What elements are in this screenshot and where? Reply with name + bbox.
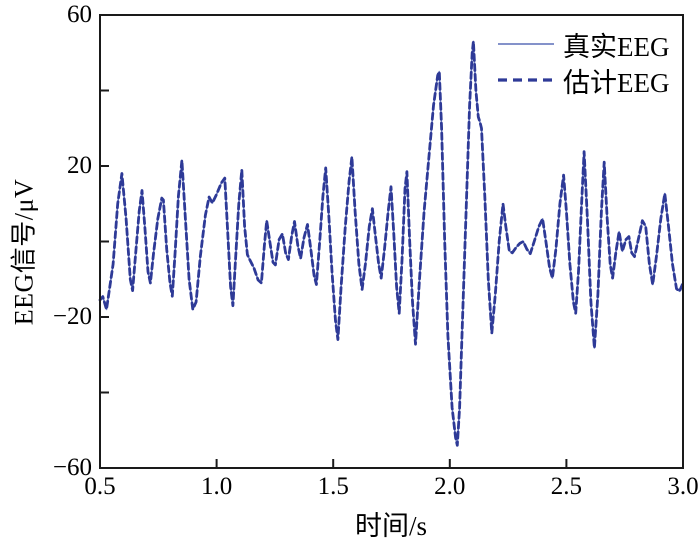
plot-frame: [99, 14, 684, 469]
legend-item-real-eeg: 真实EEG: [497, 27, 670, 62]
legend-label-real-eeg: 真实EEG: [563, 31, 670, 62]
y-tick-label-neg60: −60: [52, 454, 92, 481]
y-tick-label-20: 20: [67, 152, 92, 179]
y-tick-label-60: 60: [67, 1, 92, 28]
x-axis-title: 时间/s: [354, 511, 428, 541]
legend: 真实EEG 估计EEG: [497, 27, 670, 98]
solid-line-swatch: [498, 43, 554, 45]
estimated-eeg-curve: [98, 40, 685, 447]
x-tick-label-1-0: 1.0: [200, 473, 233, 500]
y-tick-label-neg20: −20: [52, 303, 92, 330]
x-tick-label-1-5: 1.5: [317, 473, 349, 500]
legend-label-estimated-eeg: 估计EEG: [563, 67, 670, 98]
x-tick-label-0-5: 0.5: [84, 473, 116, 500]
x-tick-label-3-0: 3.0: [667, 473, 699, 500]
x-tick-label-2-0: 2.0: [434, 473, 466, 500]
x-tick-label-2-5: 2.5: [550, 473, 583, 500]
legend-item-estimated-eeg: 估计EEG: [497, 63, 670, 98]
dashed-line-swatch: [498, 78, 554, 82]
